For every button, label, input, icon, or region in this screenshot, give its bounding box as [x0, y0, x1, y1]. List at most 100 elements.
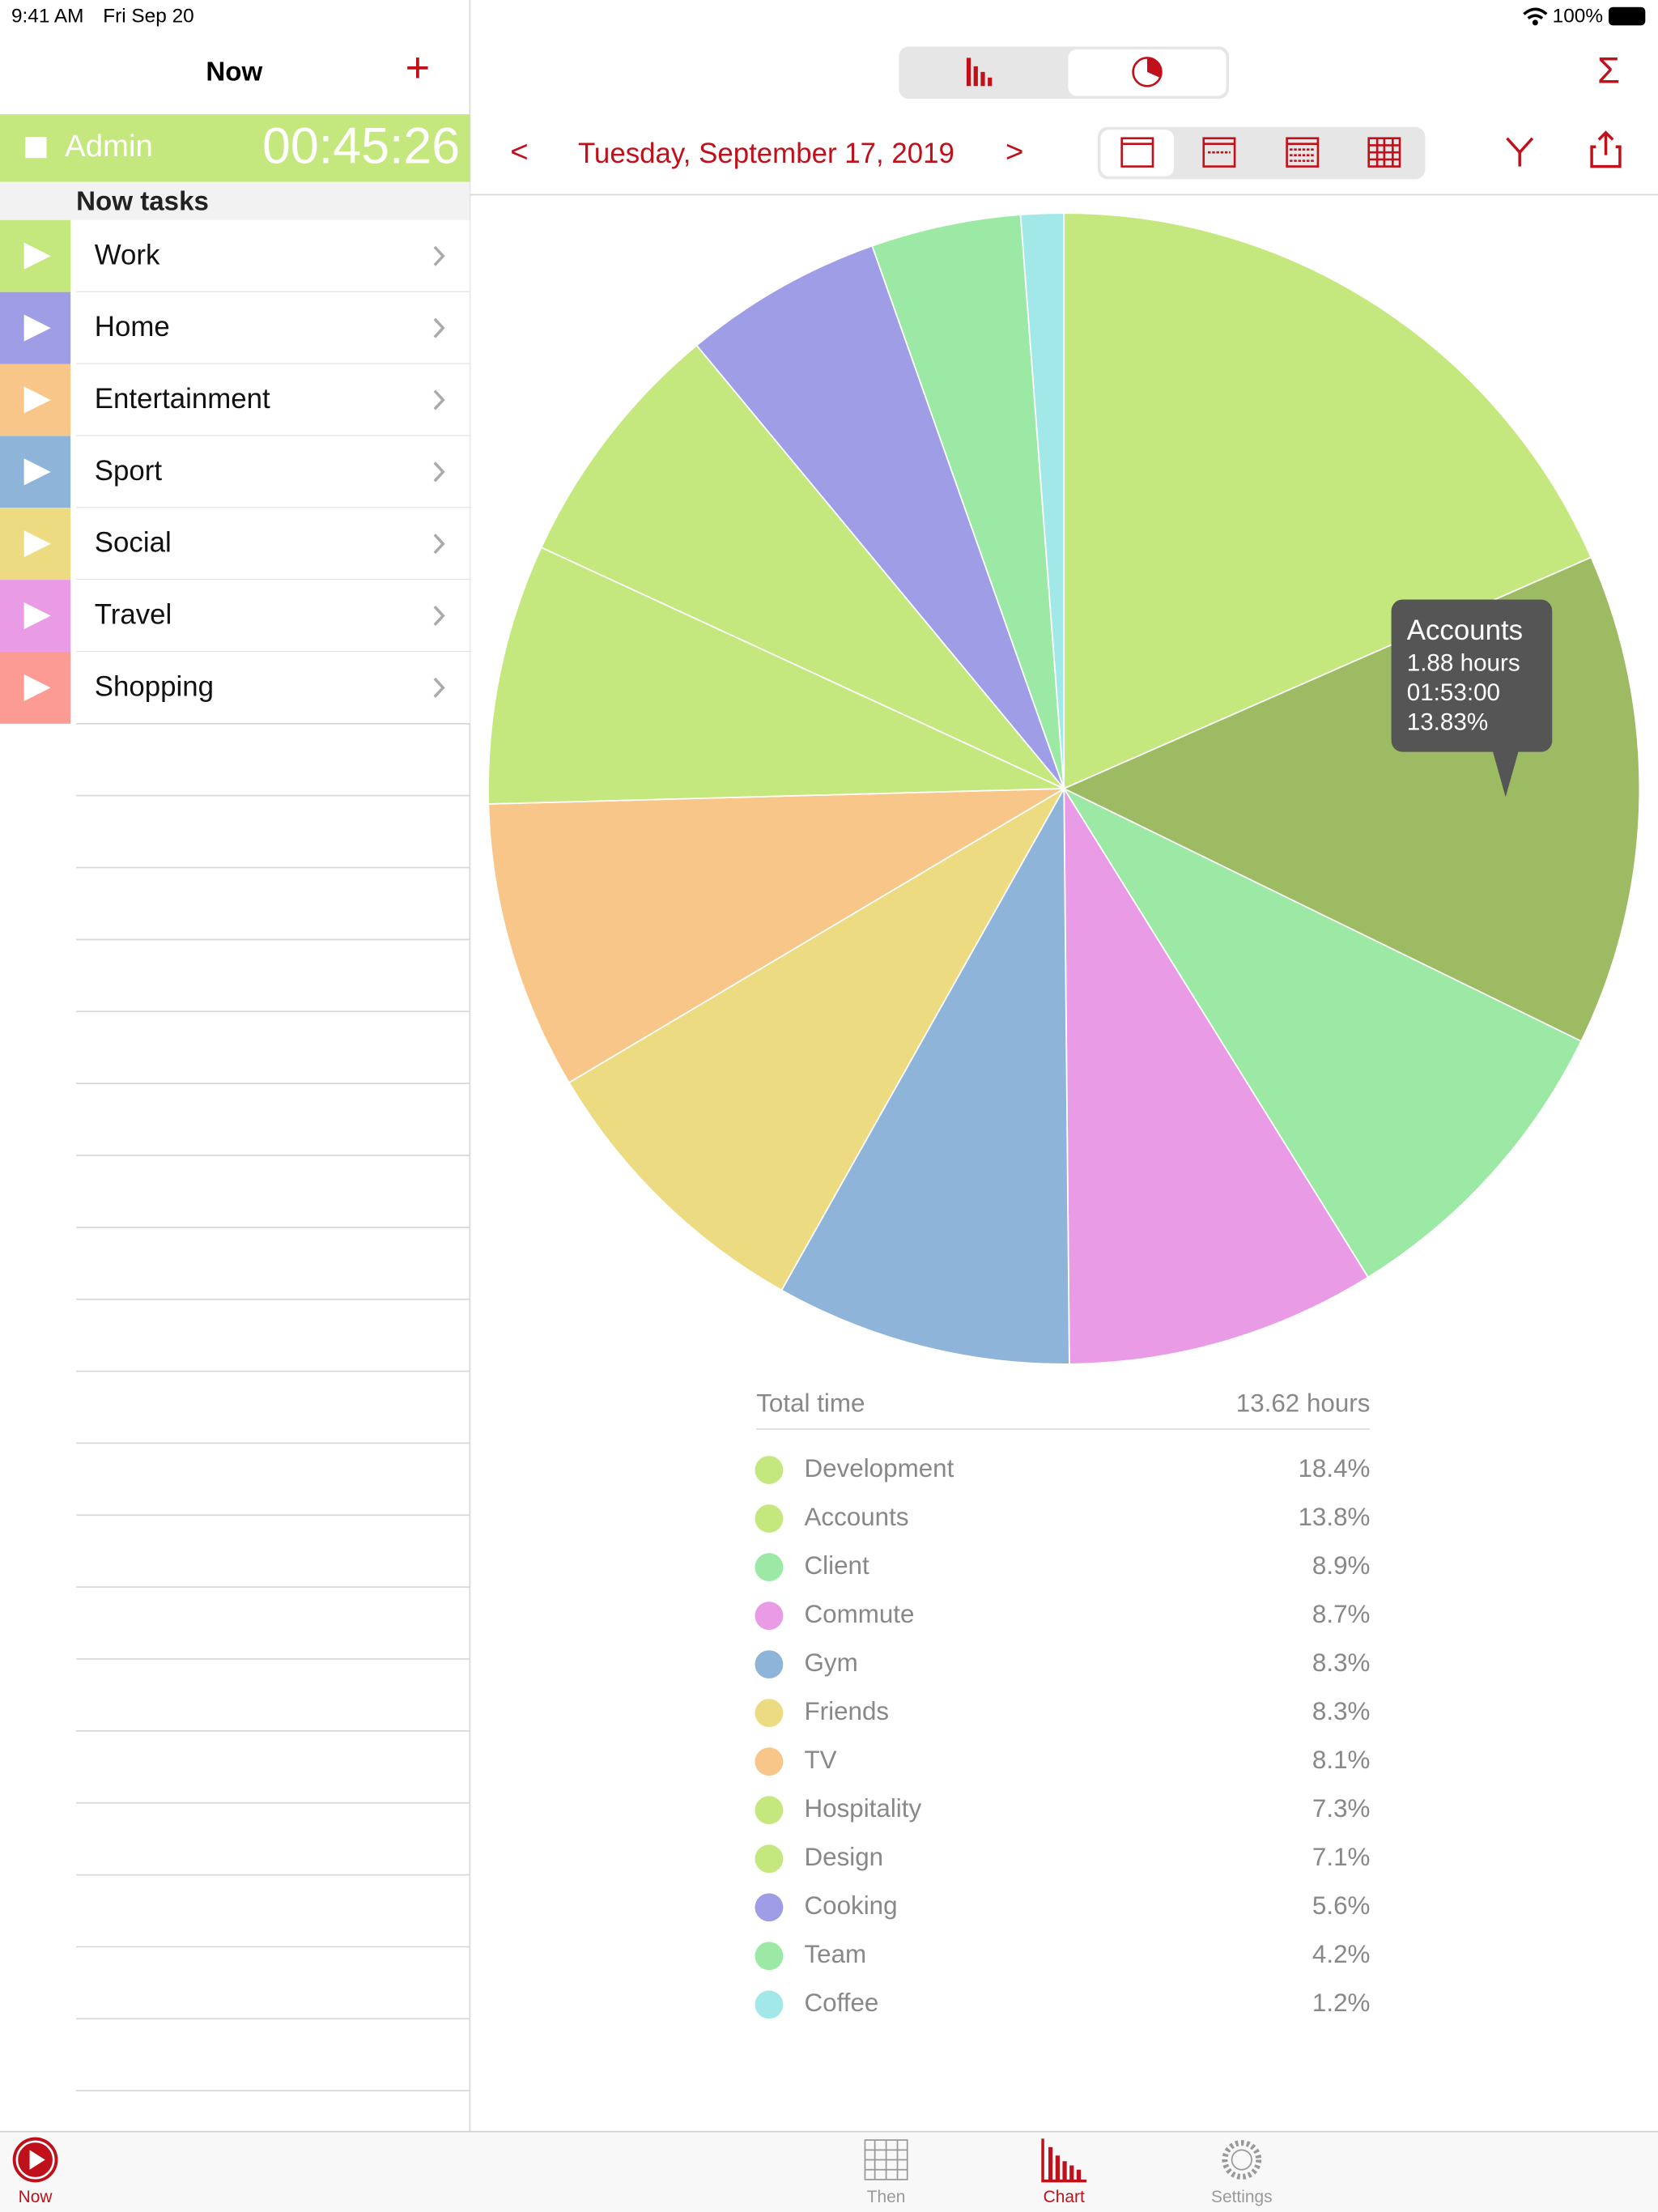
legend-dot [755, 1504, 784, 1533]
legend-label: Team [804, 1940, 866, 1968]
task-row[interactable] [0, 580, 470, 652]
pie-slice[interactable] [487, 788, 1067, 1084]
legend-label: Cooking [804, 1891, 897, 1920]
settings-tab-core [1231, 2149, 1252, 2171]
legend-label: Development [804, 1454, 954, 1482]
sidebar-title: Now [206, 57, 262, 87]
now-tab-ring [15, 2140, 55, 2180]
pie-slice[interactable] [487, 546, 1065, 805]
tab-label[interactable]: Now [19, 2188, 53, 2206]
chevron [433, 245, 445, 266]
task-name: Work [95, 239, 160, 270]
active-task-bar[interactable] [0, 114, 470, 182]
task-name: Social [95, 527, 172, 559]
legend-dot [755, 1942, 784, 1971]
pie-slice[interactable] [780, 785, 1070, 1365]
play-icon [23, 674, 51, 701]
task-name: Travel [95, 599, 172, 631]
value-label: 8.3% [1312, 1648, 1370, 1677]
chevron [433, 606, 445, 627]
pie-icon-slice [1147, 57, 1162, 78]
task-row[interactable] [0, 219, 470, 292]
tab-label[interactable]: Chart [1044, 2188, 1085, 2206]
task-row[interactable] [0, 291, 470, 364]
play-icon [23, 242, 51, 270]
task-list: Work Home Entertainment Sport Social Travel Sh… [0, 219, 470, 2092]
legend-label: Accounts [804, 1503, 908, 1531]
play-icon [23, 458, 51, 486]
tooltip-line: 01:53:00 [1407, 679, 1500, 706]
tab-label[interactable]: Settings [1211, 2188, 1273, 2206]
total-value: 13.62 hours [1236, 1389, 1371, 1418]
tooltip [1391, 599, 1553, 798]
chart-tab-icon[interactable] [1041, 2138, 1087, 2183]
value-label: 8.7% [1312, 1600, 1370, 1628]
legend-label: Friends [804, 1697, 889, 1725]
legend-dot [755, 1893, 784, 1922]
status-date: Fri Sep 20 [103, 5, 193, 27]
task-name: Shopping [95, 670, 214, 702]
pie-slice[interactable] [568, 786, 1066, 1291]
tooltip-title: Accounts [1407, 615, 1523, 646]
section-header [0, 181, 470, 220]
share-icon[interactable] [1590, 130, 1622, 168]
then-tab-icon[interactable] [864, 2139, 908, 2180]
value-label: 4.2% [1312, 1940, 1370, 1968]
task-row[interactable] [0, 364, 470, 436]
legend-label: Commute [804, 1600, 914, 1628]
play-icon [23, 602, 51, 630]
active-task: Admin [65, 129, 153, 164]
legend-label: Design [804, 1843, 883, 1871]
task-row[interactable] [0, 436, 470, 508]
sum-button[interactable]: Σ [1597, 50, 1620, 91]
task-row[interactable] [0, 508, 470, 581]
legend-dot [755, 1844, 784, 1874]
tab-label[interactable]: Then [867, 2188, 906, 2206]
settings-tab-icon[interactable] [1222, 2140, 1262, 2180]
chevron [433, 389, 445, 410]
pie-slice[interactable] [1061, 786, 1583, 1278]
pie-slice[interactable] [1019, 212, 1065, 789]
total-label: Total time [756, 1389, 865, 1418]
pie-chart: Accounts 1.88 hours 01:53:00 13.83% [487, 212, 1641, 1365]
legend-label: Hospitality [804, 1794, 921, 1823]
legend-dot [755, 1602, 784, 1631]
tooltip-line: 13.83% [1407, 709, 1488, 736]
pie-slice[interactable] [1063, 212, 1592, 790]
legend-dot [755, 1456, 784, 1484]
filter-icon[interactable] [1506, 137, 1534, 167]
task-name: Home [95, 311, 170, 342]
bar-icon[interactable] [966, 57, 993, 87]
legend-label: Coffee [804, 1989, 878, 2017]
date-label: Tuesday, September 17, 2019 [578, 138, 954, 169]
pie-slice[interactable] [695, 245, 1065, 789]
legend-label: Client [804, 1551, 869, 1580]
play-icon [23, 530, 51, 558]
play-icon [23, 386, 51, 414]
period-icons[interactable] [1120, 137, 1401, 168]
play-icon [23, 314, 51, 342]
task-row[interactable] [0, 651, 470, 724]
prev-button[interactable]: < [510, 134, 528, 169]
value-label: 7.3% [1312, 1794, 1370, 1823]
wifi-icon [1523, 7, 1548, 20]
period-control[interactable] [1098, 126, 1426, 180]
pie-slice[interactable] [1063, 785, 1370, 1365]
next-button[interactable]: > [1005, 134, 1023, 169]
value-label: 7.1% [1312, 1843, 1370, 1871]
selected-period[interactable] [1100, 130, 1175, 177]
battery-icon [1608, 6, 1646, 26]
pie-slice[interactable] [871, 214, 1065, 789]
timer: 00:45:26 [262, 117, 460, 174]
pie-slice[interactable] [540, 344, 1065, 789]
chevron [433, 317, 445, 338]
status-time: 9:41 AM [11, 5, 83, 27]
value-label: 8.3% [1312, 1697, 1370, 1725]
stop-icon[interactable] [25, 137, 47, 159]
add-button[interactable]: + [406, 45, 431, 91]
legend-label: Gym [804, 1648, 857, 1677]
chevron [433, 677, 445, 698]
value-label: 13.8% [1298, 1503, 1370, 1531]
value-label: 1.2% [1312, 1989, 1370, 2017]
